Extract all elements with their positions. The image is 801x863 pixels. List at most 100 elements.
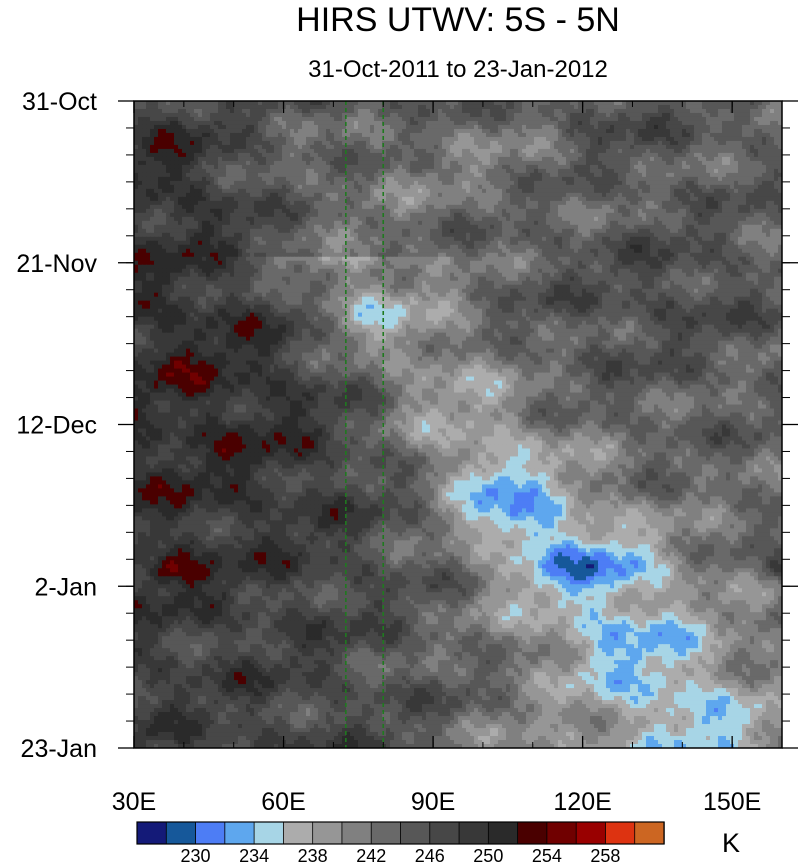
field-cell	[610, 108, 615, 114]
field-cell	[242, 176, 247, 182]
field-cell	[686, 136, 691, 142]
field-cell	[506, 216, 511, 222]
field-cell	[722, 101, 727, 106]
field-cell	[370, 204, 375, 210]
field-cell	[338, 220, 343, 226]
field-cell	[722, 172, 727, 178]
field-cell	[454, 164, 459, 170]
field-cell	[510, 164, 515, 170]
field-cell	[482, 116, 487, 122]
field-cell	[606, 148, 611, 154]
field-cell	[634, 108, 639, 114]
field-cell	[362, 180, 367, 186]
field-cell	[718, 160, 723, 166]
field-cell	[286, 132, 291, 138]
field-cell	[362, 128, 367, 134]
field-cell	[646, 204, 651, 210]
field-cell	[658, 112, 663, 118]
field-cell	[722, 196, 727, 202]
field-cell	[506, 204, 511, 210]
field-cell	[370, 101, 375, 106]
field-cell	[374, 164, 379, 170]
field-cell	[422, 208, 427, 214]
field-cell	[350, 144, 355, 150]
field-cell	[702, 216, 707, 222]
field-cell	[194, 108, 199, 114]
field-cell	[462, 204, 467, 210]
field-cell	[518, 176, 523, 182]
field-cell	[610, 164, 615, 170]
field-cell	[750, 101, 755, 106]
field-cell	[430, 212, 435, 218]
field-cell	[302, 164, 307, 170]
field-cell	[274, 156, 279, 162]
field-cell	[562, 156, 567, 162]
field-cell	[250, 212, 255, 218]
field-cell	[734, 168, 739, 174]
field-cell	[366, 108, 371, 114]
field-cell	[690, 184, 695, 190]
field-cell	[222, 116, 227, 122]
field-cell	[178, 112, 183, 118]
field-cell	[226, 140, 231, 146]
field-cell	[494, 176, 499, 182]
field-cell	[246, 104, 251, 110]
field-cell	[342, 124, 347, 130]
field-cell	[758, 200, 763, 206]
field-cell	[378, 112, 383, 118]
field-cell	[450, 136, 455, 142]
field-cell	[486, 212, 491, 218]
field-cell	[326, 144, 331, 150]
field-cell	[506, 101, 511, 106]
field-cell	[186, 128, 191, 134]
field-cell	[678, 180, 683, 186]
field-cell	[218, 168, 223, 174]
field-cell	[174, 220, 179, 226]
field-cell	[718, 112, 723, 118]
field-cell	[422, 216, 427, 222]
field-cell	[282, 188, 287, 194]
field-cell	[330, 212, 335, 218]
field-cell	[606, 132, 611, 138]
field-cell	[382, 204, 387, 210]
field-cell	[558, 192, 563, 198]
field-cell	[522, 108, 527, 114]
field-cell	[426, 108, 431, 114]
field-cell	[398, 168, 403, 174]
field-cell	[310, 148, 315, 154]
field-cell	[162, 216, 167, 222]
field-cell	[386, 116, 391, 122]
field-cell	[742, 156, 747, 162]
field-cell	[198, 176, 203, 182]
field-cell	[322, 192, 327, 198]
field-cell	[722, 128, 727, 134]
field-cell	[450, 176, 455, 182]
field-cell	[422, 192, 427, 198]
field-cell	[514, 216, 519, 222]
field-cell	[514, 144, 519, 150]
field-cell	[766, 104, 771, 110]
field-cell	[722, 212, 727, 218]
field-cell	[638, 144, 643, 150]
field-cell	[254, 192, 259, 198]
field-cell	[150, 148, 155, 154]
field-cell	[462, 192, 467, 198]
field-cell	[758, 176, 763, 182]
field-cell	[338, 140, 343, 146]
field-cell	[538, 124, 543, 130]
field-cell	[566, 124, 571, 130]
field-cell	[146, 220, 151, 226]
field-cell	[330, 104, 335, 110]
field-cell	[430, 120, 435, 126]
field-cell	[602, 120, 607, 126]
field-cell	[238, 132, 243, 138]
field-cell	[326, 132, 331, 138]
field-cell	[686, 108, 691, 114]
field-cell	[738, 184, 743, 190]
field-cell	[138, 148, 143, 154]
field-cell	[290, 101, 295, 106]
field-cell	[546, 184, 551, 190]
field-cell	[178, 192, 183, 198]
field-cell	[254, 176, 259, 182]
field-cell	[698, 184, 703, 190]
